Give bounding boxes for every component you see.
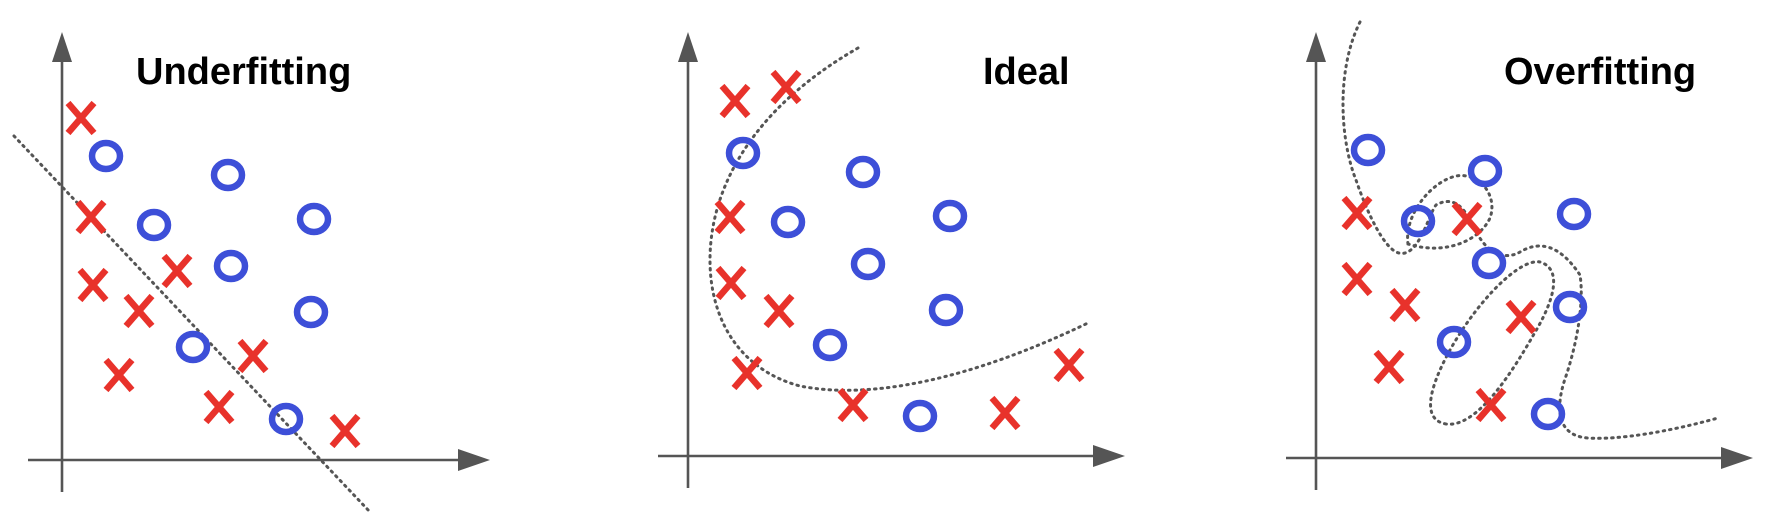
x-mark: [770, 69, 802, 105]
o-mark: [136, 208, 172, 242]
panel-title: Overfitting: [1504, 51, 1697, 93]
y-axis-arrow-icon: [678, 32, 698, 62]
x-mark: [329, 413, 361, 449]
x-axis-arrow-icon: [1721, 447, 1753, 469]
x-mark: [103, 357, 135, 393]
x-axis-arrow-icon: [458, 449, 490, 471]
x-mark: [75, 199, 107, 235]
decision-boundary: [708, 46, 1092, 392]
o-mark: [213, 249, 249, 283]
panel-overfitting: Overfitting: [1258, 0, 1778, 515]
o-mark: [1400, 204, 1436, 238]
y-axis-arrow-icon: [52, 32, 72, 62]
x-marks: [65, 100, 361, 449]
o-mark: [850, 247, 886, 281]
panel-title: Underfitting: [136, 51, 352, 93]
x-mark: [719, 83, 751, 119]
x-axis-arrow-icon: [1093, 445, 1125, 467]
o-mark: [1471, 246, 1507, 280]
x-mark: [1475, 387, 1507, 423]
o-mark: [1552, 290, 1588, 324]
o-mark: [812, 328, 848, 362]
panel-underfitting: Underfitting: [0, 0, 520, 515]
o-mark: [928, 293, 964, 327]
x-mark: [77, 267, 109, 303]
x-mark: [123, 293, 155, 329]
x-mark: [763, 293, 795, 329]
o-mark: [88, 139, 124, 173]
x-mark: [715, 265, 747, 301]
overfitting-plot: [1286, 20, 1753, 490]
x-mark: [1389, 287, 1421, 323]
o-marks: [88, 139, 332, 436]
o-mark: [770, 205, 806, 239]
x-marks: [1341, 195, 1537, 423]
x-mark: [1373, 349, 1405, 385]
o-mark: [293, 295, 329, 329]
o-mark: [1556, 197, 1592, 231]
x-mark: [837, 387, 869, 423]
x-marks: [714, 69, 1085, 431]
ideal-plot: [658, 32, 1125, 488]
x-mark: [1451, 201, 1483, 237]
underfitting-plot: [12, 32, 490, 514]
x-mark: [1341, 261, 1373, 297]
o-mark: [845, 155, 881, 189]
o-marks: [725, 136, 968, 433]
x-mark: [1341, 195, 1373, 231]
x-mark: [1505, 299, 1537, 335]
y-axis-arrow-icon: [1306, 32, 1326, 62]
x-mark: [731, 355, 763, 391]
x-mark: [161, 253, 193, 289]
o-mark: [725, 136, 761, 170]
o-mark: [1350, 133, 1386, 167]
x-mark: [65, 100, 97, 136]
x-mark: [237, 338, 269, 374]
o-mark: [296, 202, 332, 236]
o-mark: [210, 158, 246, 192]
x-mark: [714, 199, 746, 235]
o-marks: [1350, 133, 1592, 431]
o-mark: [175, 330, 211, 364]
decision-boundary: [12, 134, 372, 514]
x-mark: [1053, 347, 1085, 383]
decision-boundary-loop: [1406, 174, 1494, 250]
panel-title: Ideal: [983, 51, 1070, 93]
o-mark: [1436, 325, 1472, 359]
o-mark: [1467, 154, 1503, 188]
x-mark: [203, 389, 235, 425]
o-mark: [902, 399, 938, 433]
o-mark: [932, 199, 968, 233]
x-mark: [989, 395, 1021, 431]
o-mark: [1530, 397, 1566, 431]
o-mark: [268, 402, 304, 436]
decision-boundary-loop: [1429, 260, 1555, 426]
panel-ideal: Ideal: [630, 0, 1150, 515]
